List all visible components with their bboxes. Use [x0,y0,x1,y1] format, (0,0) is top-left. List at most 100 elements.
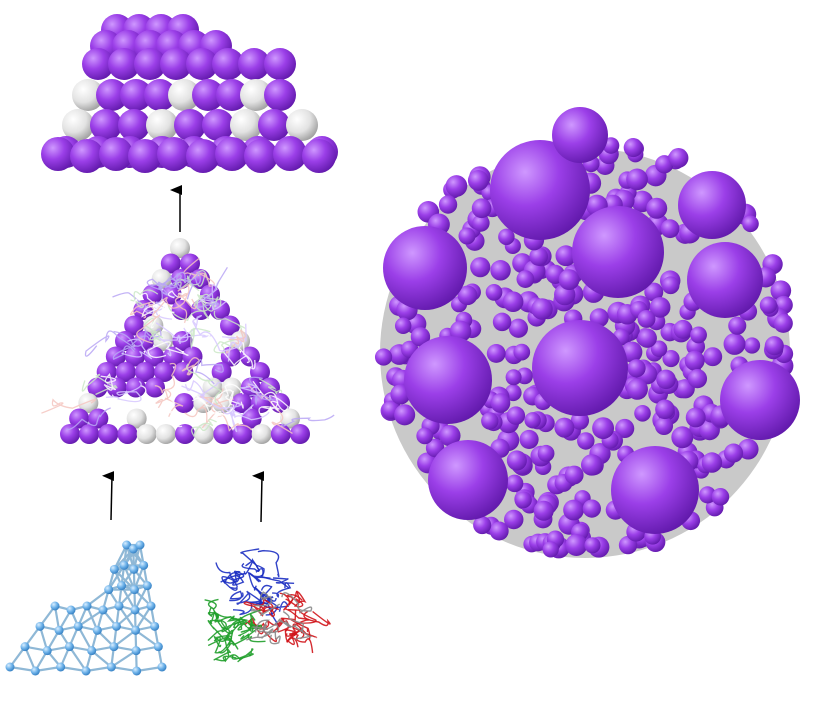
ribbon-strand [249,376,275,406]
small-purple-sphere [655,399,675,420]
purple-sphere [154,362,175,382]
ribbon-strand [183,271,201,300]
small-purple-sphere [467,170,489,191]
lattice-node [119,560,129,570]
purple-sphere [241,408,262,429]
protein-ribbon [247,571,271,589]
small-purple-sphere [438,195,458,214]
white-sphere [146,109,178,141]
large-purple-sphere [720,360,800,440]
lattice-node [135,540,145,550]
small-purple-sphere [570,411,590,430]
protein-ribbon [218,626,235,654]
lattice-edge [107,564,126,591]
purple-sphere [60,424,80,444]
protein-ribbon [222,579,238,591]
protein-ribbon [303,610,331,627]
small-purple-sphere [687,369,708,389]
lattice-node [146,601,156,611]
small-purple-sphere [698,486,717,504]
small-purple-sphere [502,291,524,313]
ribbon-strand [186,272,206,292]
purple-sphere [117,424,138,444]
purple-sphere [213,424,234,444]
protein-ribbon [229,590,244,602]
lattice-node [109,564,119,574]
purple-sphere [98,424,119,444]
white-sphere [251,424,272,444]
ribbon-strand [105,380,142,403]
lattice-node [73,621,83,631]
protein-ribbon [283,591,307,611]
lattice-edge [134,605,152,631]
small-purple-sphere [644,282,664,302]
white-sphere [136,424,157,444]
ribbon-strand [104,292,165,310]
small-purple-sphere [634,404,651,422]
ribbon-strand [191,390,235,417]
ribbon-strand [185,363,223,405]
protein-ribbon [272,577,295,584]
small-purple-sphere [654,416,674,436]
lattice-node [81,666,91,676]
ribbon-strand [111,385,147,406]
ribbon-strand [100,372,117,391]
small-purple-sphere [529,247,549,266]
purple-sphere [79,424,100,444]
small-purple-sphere [558,269,580,291]
small-purple-sphere [524,412,541,429]
small-purple-sphere [374,348,393,366]
purple-sphere [120,79,152,111]
small-purple-sphere [555,245,577,267]
lattice-edge [120,585,136,611]
purple-sphere [134,48,166,80]
small-purple-sphere [660,219,680,239]
small-purple-sphere [703,347,723,367]
small-purple-sphere [564,465,584,485]
purple-sphere [163,346,184,367]
lattice-node [66,605,76,615]
small-purple-sphere [662,349,680,368]
purple-sphere [96,362,117,382]
purple-sphere [220,315,240,336]
lattice-edge [68,646,87,672]
purple-sphere [186,48,218,80]
large-purple-sphere [532,320,628,416]
ribbon-strand [258,400,280,417]
white-sphere [170,238,190,258]
white-sphere [62,109,94,141]
purple-sphere [238,48,270,80]
purple-sphere [302,139,336,173]
protein-ribbon [254,591,273,607]
lattice-node [114,601,124,611]
small-purple-sphere [515,491,532,509]
purple-sphere [258,109,290,141]
protein-ribbon [213,635,233,654]
small-purple-sphere [485,284,503,301]
ribbon-strand [66,407,111,430]
lattice-edge [77,609,104,628]
purple-sphere [135,362,155,382]
lattice-node [153,642,163,652]
small-purple-sphere [615,418,635,439]
purple-sphere [90,109,122,141]
small-purple-sphere [565,534,588,556]
purple-sphere [202,109,234,141]
white-sphere [126,408,147,429]
lattice-node [131,646,141,656]
lattice-node [87,646,97,656]
small-purple-sphere [531,298,553,320]
sphere-cross-section-icon [41,14,338,173]
small-purple-sphere [671,426,694,449]
purple-sphere [87,377,108,398]
purple-sphere [125,377,146,398]
white-sphere [240,79,272,111]
lattice-node [30,666,40,676]
small-purple-sphere [445,175,468,197]
lattice-node [92,625,102,635]
lattice-network-icon [5,540,167,676]
protein-ribbon [221,572,241,585]
small-purple-sphere [490,260,511,281]
small-purple-sphere [490,393,511,413]
